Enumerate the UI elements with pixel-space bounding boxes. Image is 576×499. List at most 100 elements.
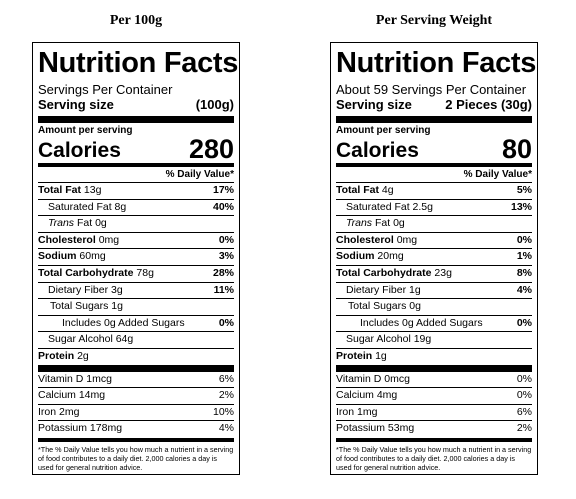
- potassium-label: Potassium 178mg: [38, 422, 123, 435]
- calories-value: 80: [501, 134, 532, 164]
- iron-row: Iron 2mg 10%: [38, 405, 234, 422]
- label-title: Nutrition Facts: [336, 47, 537, 79]
- sodium-amount: 60mg: [79, 250, 106, 263]
- serving-size-row: Serving size 2 Pieces (30g): [336, 97, 532, 115]
- saturated-fat-label: Saturated Fat 2.5g: [346, 200, 433, 213]
- added-sugars-label: Includes 0g Added Sugars: [360, 316, 483, 329]
- trans-fat-row: Trans Fat 0g: [336, 216, 532, 233]
- amount-per-serving: Amount per serving: [38, 125, 133, 136]
- trans-fat-row: Trans Fat 0g: [38, 216, 234, 233]
- calories-row: Calories 80: [336, 134, 532, 164]
- total-fat-amount: 4g: [381, 184, 394, 196]
- total-sugars-label: Total Sugars 0g: [348, 300, 421, 313]
- sodium-row: Sodium 20mg 1%: [336, 249, 532, 266]
- caption-per-100g: Per 100g: [109, 13, 163, 28]
- carbohydrate-label: Total Carbohydrate: [336, 266, 432, 279]
- trans-label: Trans: [346, 217, 373, 230]
- carbohydrate-label: Total Carbohydrate: [38, 266, 134, 279]
- added-sugars-dv: 0%: [516, 316, 532, 329]
- amount-per-serving: Amount per serving: [336, 125, 431, 136]
- nutrition-label-per-100g: Nutrition Facts Servings Per Container S…: [32, 42, 240, 475]
- caption-per-serving: Per Serving Weight: [375, 13, 493, 28]
- calories-label: Calories: [38, 139, 121, 162]
- total-sugars-label: Total Sugars 1g: [50, 300, 123, 313]
- footnote: *The % Daily Value tells you how much a …: [38, 444, 234, 472]
- calories-label: Calories: [336, 139, 419, 162]
- cholesterol-row: Cholesterol 0mg 0%: [336, 233, 532, 250]
- total-fat-row: Total Fat 13g 17%: [38, 183, 234, 200]
- potassium-row: Potassium 178mg 4%: [38, 421, 234, 437]
- carbohydrate-dv: 8%: [516, 266, 532, 279]
- vitamin-d-row: Vitamin D 1mcg 6%: [38, 372, 234, 389]
- total-fat-dv: 5%: [516, 184, 532, 196]
- sodium-dv: 1%: [516, 250, 532, 263]
- serving-size-label: Serving size: [38, 97, 114, 112]
- label-title: Nutrition Facts: [38, 47, 239, 79]
- total-fat-dv: 17%: [212, 184, 234, 196]
- medium-divider: [38, 437, 234, 442]
- total-carbohydrate-row: Total Carbohydrate 78g 28%: [38, 266, 234, 283]
- added-sugars-label: Includes 0g Added Sugars: [62, 316, 185, 329]
- iron-dv: 6%: [516, 405, 532, 418]
- saturated-fat-dv: 40%: [212, 200, 234, 213]
- daily-value-header: % Daily Value*: [38, 167, 234, 183]
- vitamin-d-dv: 6%: [218, 372, 234, 385]
- potassium-dv: 4%: [218, 422, 234, 435]
- iron-row: Iron 1mg 6%: [336, 405, 532, 422]
- added-sugars-row: Includes 0g Added Sugars 0%: [336, 316, 532, 333]
- dietary-fiber-row: Dietary Fiber 1g 4%: [336, 283, 532, 300]
- total-fat-amount: 13g: [83, 184, 102, 196]
- calcium-dv: 0%: [516, 389, 532, 402]
- sodium-label: Sodium: [38, 250, 77, 263]
- trans-fat-amount: Fat 0g: [76, 217, 107, 230]
- added-sugars-dv: 0%: [218, 316, 234, 329]
- total-fat-label: Total Fat: [38, 184, 81, 196]
- cholesterol-amount: 0mg: [396, 233, 418, 246]
- nutrition-label-per-serving: Nutrition Facts About 59 Servings Per Co…: [330, 42, 538, 475]
- vitamin-d-label: Vitamin D 1mcg: [38, 372, 112, 385]
- thick-divider: [336, 116, 532, 123]
- protein-amount: 1g: [375, 349, 387, 362]
- carbohydrate-dv: 28%: [212, 266, 234, 279]
- cholesterol-dv: 0%: [516, 233, 532, 246]
- saturated-fat-label: Saturated Fat 8g: [48, 200, 127, 213]
- protein-row: Protein 1g: [336, 349, 532, 365]
- potassium-dv: 2%: [516, 422, 532, 435]
- dietary-fiber-label: Dietary Fiber 3g: [48, 283, 123, 296]
- sugar-alcohol-row: Sugar Alcohol 64g: [38, 332, 234, 349]
- calcium-row: Calcium 4mg 0%: [336, 388, 532, 405]
- total-fat-label: Total Fat: [336, 184, 379, 196]
- iron-label: Iron 1mg: [336, 405, 378, 418]
- carbohydrate-amount: 23g: [434, 266, 452, 279]
- total-sugars-row: Total Sugars 1g: [38, 299, 234, 316]
- footnote: *The % Daily Value tells you how much a …: [336, 444, 532, 472]
- sodium-amount: 20mg: [377, 250, 404, 263]
- iron-dv: 10%: [212, 405, 234, 418]
- calcium-label: Calcium 14mg: [38, 389, 106, 402]
- serving-size-value: 2 Pieces (30g): [445, 97, 532, 112]
- sodium-row: Sodium 60mg 3%: [38, 249, 234, 266]
- trans-label: Trans: [48, 217, 75, 230]
- vitamin-d-row: Vitamin D 0mcg 0%: [336, 372, 532, 389]
- calcium-label: Calcium 4mg: [336, 389, 398, 402]
- carbohydrate-amount: 78g: [136, 266, 154, 279]
- saturated-fat-row: Saturated Fat 2.5g 13%: [336, 200, 532, 217]
- added-sugars-row: Includes 0g Added Sugars 0%: [38, 316, 234, 333]
- sugar-alcohol-row: Sugar Alcohol 19g: [336, 332, 532, 349]
- thick-divider: [336, 364, 532, 372]
- medium-divider: [336, 437, 532, 442]
- cholesterol-label: Cholesterol: [336, 233, 394, 246]
- saturated-fat-dv: 13%: [510, 200, 532, 213]
- vitamin-d-label: Vitamin D 0mcg: [336, 372, 410, 385]
- medium-divider: [38, 163, 234, 167]
- trans-fat-amount: Fat 0g: [374, 217, 405, 230]
- calories-value: 280: [188, 134, 234, 164]
- servings-per-container: Servings Per Container: [38, 82, 173, 97]
- serving-size-label: Serving size: [336, 97, 412, 112]
- sodium-label: Sodium: [336, 250, 375, 263]
- cholesterol-label: Cholesterol: [38, 233, 96, 246]
- calcium-dv: 2%: [218, 389, 234, 402]
- sugar-alcohol-label: Sugar Alcohol 64g: [48, 333, 134, 346]
- medium-divider: [336, 163, 532, 167]
- total-sugars-row: Total Sugars 0g: [336, 299, 532, 316]
